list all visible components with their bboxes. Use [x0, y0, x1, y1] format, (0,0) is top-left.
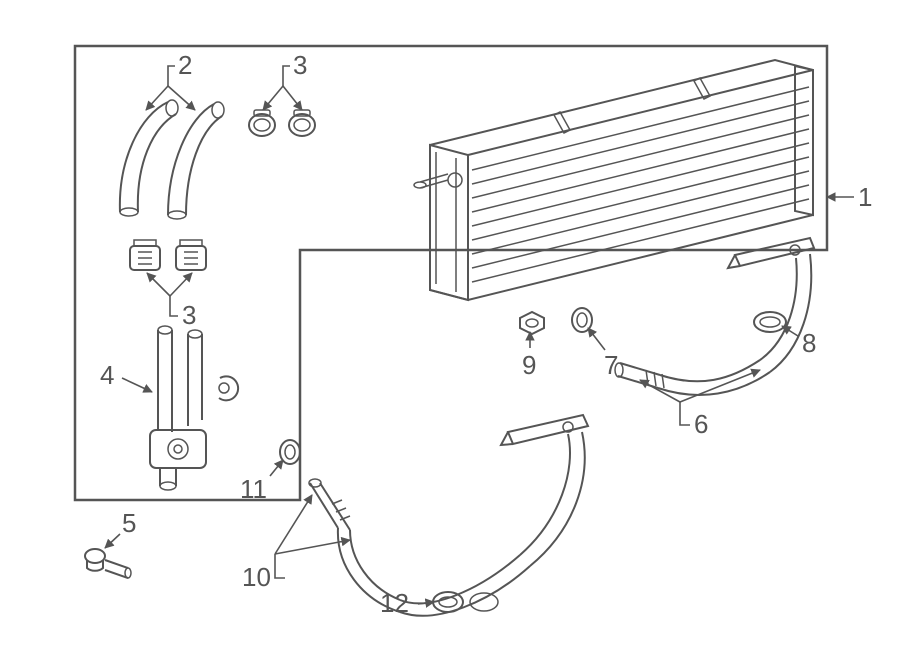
callout-3b: 3: [182, 300, 196, 330]
callout-6: 6: [694, 409, 708, 439]
cooler-hoses: [120, 100, 224, 219]
callout-12: 12: [380, 588, 409, 618]
retainer-nut: [520, 312, 544, 334]
callout-10: 10: [242, 562, 271, 592]
callout-4: 4: [100, 360, 114, 390]
callout-2: 2: [178, 50, 192, 80]
callout-1: 1: [858, 182, 872, 212]
callout-7: 7: [604, 350, 618, 380]
callout-3a: 3: [293, 50, 307, 80]
group-box: [75, 46, 827, 500]
callout-9: 9: [522, 350, 536, 380]
o-ring-large: [754, 312, 786, 332]
thermostat-pipe: [150, 326, 238, 490]
oil-cooler: [414, 60, 813, 300]
bolt: [85, 549, 131, 578]
callout-8: 8: [802, 328, 816, 358]
callout-11: 11: [240, 474, 267, 504]
outlet-line: [309, 415, 588, 616]
callout-5: 5: [122, 508, 136, 538]
hose-clamps-upper: [249, 110, 315, 136]
hose-clamps-lower: [130, 240, 206, 270]
parts-diagram: 1 2 3 3 4 5 6 7 8 9 10 11 12: [0, 0, 900, 661]
